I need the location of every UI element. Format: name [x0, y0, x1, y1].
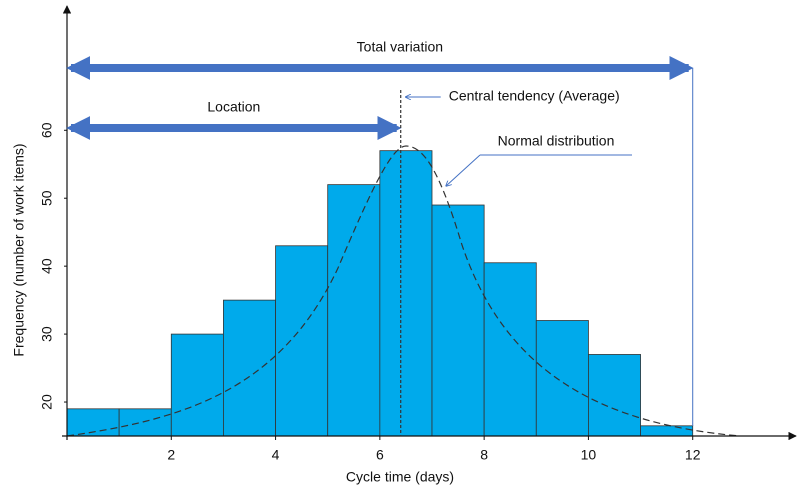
total-variation-label: Total variation: [357, 39, 443, 55]
y-tick-label: 20: [39, 394, 55, 410]
x-tick-label: 2: [167, 447, 175, 463]
bar: [483, 262, 537, 437]
x-tick-label: 8: [480, 447, 488, 463]
y-axis-title: Frequency (number of work items): [11, 143, 27, 356]
bars: [66, 150, 694, 437]
y-tick-label: 40: [39, 258, 55, 274]
bar: [327, 184, 381, 437]
y-tick-label: 30: [39, 326, 55, 342]
y-tick-label: 50: [39, 190, 55, 206]
bar: [275, 245, 329, 437]
bar: [379, 150, 433, 437]
x-tick-label: 12: [685, 447, 701, 463]
normal-curve: [66, 145, 741, 437]
bar: [170, 333, 224, 437]
x-axis-title: Cycle time (days): [346, 469, 454, 485]
x-tick-label: 4: [272, 447, 280, 463]
average-label: Central tendency (Average): [449, 88, 620, 104]
bar: [223, 299, 276, 437]
normal-pointer: [446, 154, 481, 186]
y-tick-label: 60: [39, 122, 55, 138]
x-tick-label: 10: [581, 447, 597, 463]
x-tick-label: 6: [376, 447, 384, 463]
bar: [588, 354, 641, 437]
bar: [640, 425, 694, 437]
annotations: Total variation Location Central tendency …: [66, 39, 694, 436]
bar: [431, 204, 485, 437]
bar: [118, 408, 172, 437]
location-label: Location: [207, 99, 260, 115]
bar: [535, 320, 589, 437]
normal-label: Normal distribution: [498, 133, 615, 149]
